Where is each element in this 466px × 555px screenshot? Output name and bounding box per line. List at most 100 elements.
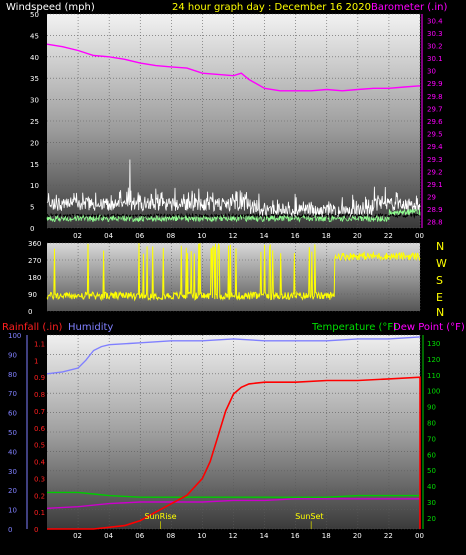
barometer-line xyxy=(46,43,421,92)
axis-labels: 0510152025303540455028.828.92929.129.229… xyxy=(8,11,443,540)
x-tick-label: 18 xyxy=(322,232,331,240)
x-tick-label: 12 xyxy=(229,232,238,240)
wind-tick-label: 40 xyxy=(30,54,39,62)
temp-tick-label: 90 xyxy=(427,404,436,412)
rain-tick-label: 0.6 xyxy=(34,425,46,433)
rain-tick-label: 0.8 xyxy=(34,391,45,399)
wind-tick-label: 0 xyxy=(30,225,34,233)
x-tick-label: 22 xyxy=(384,232,393,240)
wind-tick-label: 50 xyxy=(30,11,39,19)
humidity-axis-title: Humidity xyxy=(68,322,113,333)
humidity-tick-label: 100 xyxy=(8,332,21,340)
temp-tick-label: 30 xyxy=(427,499,436,507)
direction-line xyxy=(46,243,421,302)
x-tick-label: 20 xyxy=(353,532,362,540)
wind-gust-line xyxy=(46,159,421,218)
x-tick-label: 10 xyxy=(197,232,206,240)
barometer-tick-label: 30.4 xyxy=(427,17,443,25)
compass-e: E xyxy=(436,291,443,304)
direction-series xyxy=(46,243,421,302)
barometer-tick-label: 29 xyxy=(427,194,436,202)
compass-n-top: N xyxy=(436,240,444,253)
barometer-tick-label: 29.2 xyxy=(427,168,443,176)
x-tick-label: 20 xyxy=(353,232,362,240)
barometer-axis-title: Barometer (.in) xyxy=(371,2,447,13)
chart-title: 24 hour graph day : December 16 2020 xyxy=(172,2,371,13)
rain-tick-label: 0.3 xyxy=(34,475,45,483)
sunset-label: SunSet xyxy=(295,512,323,521)
compass-w: W xyxy=(436,257,447,270)
rain-tick-label: 0.7 xyxy=(34,408,45,416)
rain-tick-label: 0.4 xyxy=(34,459,46,467)
humidity-tick-label: 10 xyxy=(8,507,17,515)
humidity-tick-label: 40 xyxy=(8,448,17,456)
dewpoint-line xyxy=(46,498,420,509)
temperature-axis-title: Temperature (°F) xyxy=(311,322,397,333)
wind-dashed-line xyxy=(46,212,421,220)
temp-tick-label: 120 xyxy=(427,356,440,364)
barometer-tick-label: 30.2 xyxy=(427,42,443,50)
x-tick-label: 04 xyxy=(104,232,113,240)
rain-series: SunRise SunSet xyxy=(46,336,421,530)
temp-tick-label: 70 xyxy=(427,435,436,443)
x-tick-label: 02 xyxy=(73,232,82,240)
temp-tick-label: 80 xyxy=(427,419,436,427)
wind-axis-title: Windspeed (mph) xyxy=(6,2,95,13)
barometer-tick-label: 30.3 xyxy=(427,30,443,38)
wind-grid xyxy=(47,13,421,229)
x-tick-label: 12 xyxy=(229,532,238,540)
wind-tick-label: 25 xyxy=(30,118,39,126)
temp-tick-label: 130 xyxy=(427,340,440,348)
barometer-tick-label: 28.8 xyxy=(427,219,443,227)
x-tick-label: 00 xyxy=(415,232,424,240)
direction-tick-label: 360 xyxy=(28,240,41,248)
temp-tick-label: 50 xyxy=(427,467,436,475)
x-tick-label: 14 xyxy=(260,232,269,240)
wind-tick-label: 20 xyxy=(30,139,39,147)
temp-tick-label: 60 xyxy=(427,451,436,459)
direction-grid xyxy=(47,242,421,312)
x-tick-label: 00 xyxy=(415,532,424,540)
temp-tick-label: 110 xyxy=(427,372,440,380)
humidity-tick-label: 60 xyxy=(8,410,17,418)
sunrise-label: SunRise xyxy=(144,512,176,521)
rain-tick-label: 1.1 xyxy=(34,340,45,348)
x-tick-label: 16 xyxy=(291,532,300,540)
x-tick-label: 04 xyxy=(104,532,113,540)
x-tick-label: 10 xyxy=(197,532,206,540)
x-tick-label: 22 xyxy=(384,532,393,540)
rain-tick-label: 0 xyxy=(34,526,38,534)
wind-tick-label: 15 xyxy=(30,161,39,169)
barometer-tick-label: 30.1 xyxy=(427,55,443,63)
temp-tick-label: 100 xyxy=(427,388,440,396)
wind-tick-label: 30 xyxy=(30,97,39,105)
rainfall-line xyxy=(47,376,421,530)
barometer-tick-label: 28.9 xyxy=(427,206,443,214)
humidity-tick-label: 90 xyxy=(8,351,17,359)
temperature-line xyxy=(47,491,420,498)
humidity-tick-label: 50 xyxy=(8,429,17,437)
wind-avg-line xyxy=(46,208,421,223)
x-tick-label: 08 xyxy=(166,232,175,240)
direction-tick-label: 0 xyxy=(28,308,32,316)
barometer-tick-label: 29.7 xyxy=(427,105,443,113)
rain-tick-label: 1 xyxy=(34,357,38,365)
compass-labels: N W S E N xyxy=(436,240,447,319)
x-tick-label: 14 xyxy=(260,532,269,540)
wind-series xyxy=(46,43,421,223)
direction-tick-label: 180 xyxy=(28,274,41,282)
temp-tick-label: 40 xyxy=(427,483,436,491)
rain-tick-label: 0.1 xyxy=(34,509,45,517)
compass-n-bottom: N xyxy=(436,306,444,319)
direction-tick-label: 270 xyxy=(28,257,41,265)
x-tick-label: 02 xyxy=(73,532,82,540)
rain-tick-label: 0.9 xyxy=(34,374,45,382)
barometer-tick-label: 29.9 xyxy=(427,80,443,88)
wind-tick-label: 35 xyxy=(30,75,39,83)
humidity-tick-label: 80 xyxy=(8,371,17,379)
rain-tick-label: 0.2 xyxy=(34,492,45,500)
x-tick-label: 18 xyxy=(322,532,331,540)
barometer-tick-label: 30 xyxy=(427,68,436,76)
